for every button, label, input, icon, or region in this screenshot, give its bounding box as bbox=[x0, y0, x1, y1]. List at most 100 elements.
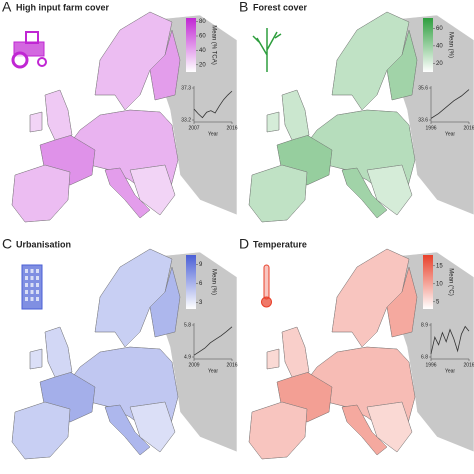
map-region bbox=[248, 401, 308, 460]
colorbar-tick-label: 40 bbox=[436, 43, 443, 49]
colorbar-tick-label: 3 bbox=[199, 300, 203, 306]
inset-x-tick-label: 2009 bbox=[188, 362, 199, 368]
inset-x-label: Year bbox=[208, 368, 218, 374]
icon-part bbox=[25, 31, 39, 44]
inset-y-tick-label: 35.6 bbox=[418, 85, 428, 91]
panel-title: High input farm cover bbox=[16, 2, 110, 12]
map-region bbox=[266, 348, 280, 370]
colorbar-tick-label: 20 bbox=[436, 61, 443, 67]
icon bbox=[11, 31, 47, 69]
colorbar-tick-label: 60 bbox=[436, 26, 443, 32]
map-region bbox=[149, 266, 181, 338]
colorbar-tick-label: 15 bbox=[436, 263, 443, 269]
inset-line bbox=[430, 89, 470, 119]
map-region bbox=[266, 111, 280, 133]
colorbar bbox=[423, 255, 433, 309]
inset-x-tick-label: 2016 bbox=[463, 125, 474, 131]
inset-x-label: Year bbox=[208, 131, 218, 137]
icon-part bbox=[36, 269, 39, 273]
colorbar-label: Mean (°C) bbox=[447, 268, 453, 295]
icon-part bbox=[30, 297, 34, 301]
map-region bbox=[281, 89, 310, 141]
colorbar-tick-label: 9 bbox=[199, 262, 203, 268]
inset-x-tick-label: 2016 bbox=[226, 125, 237, 131]
inset-y-tick-label: 8.9 bbox=[421, 322, 428, 328]
icon-part bbox=[261, 296, 272, 308]
inset-y-tick-label: 37.3 bbox=[181, 85, 191, 91]
inset-x-label: Year bbox=[445, 131, 455, 137]
map-region bbox=[129, 401, 176, 453]
icon-part bbox=[36, 276, 39, 280]
inset-y-tick-label: 33.2 bbox=[181, 117, 191, 123]
colorbar-label: Mean (%) bbox=[447, 32, 453, 58]
icon-part bbox=[36, 297, 39, 301]
icon-part bbox=[25, 290, 28, 294]
icon-part bbox=[25, 269, 28, 273]
icon-part bbox=[30, 269, 34, 273]
icon-part bbox=[30, 276, 34, 280]
inset-x-tick-label: 1996 bbox=[425, 362, 436, 368]
map-region bbox=[44, 326, 73, 378]
icon-part bbox=[36, 283, 39, 287]
colorbar-tick-label: 40 bbox=[199, 48, 206, 54]
inset-y-tick-label: 4.9 bbox=[184, 354, 191, 360]
inset-x-tick-label: 2016 bbox=[226, 362, 237, 368]
panel-letter: A bbox=[2, 0, 12, 15]
map-region bbox=[104, 167, 151, 219]
icon-part bbox=[30, 290, 34, 294]
inset-line bbox=[193, 90, 233, 119]
icon bbox=[252, 28, 282, 72]
map-region bbox=[366, 164, 413, 216]
panel: B Forest cover 20 40 60 Mean (%) 35.6 33.6 1996 2… bbox=[239, 0, 474, 223]
map-region bbox=[11, 401, 71, 460]
inset-x-tick-label: 2016 bbox=[463, 362, 474, 368]
panel-title: Temperature bbox=[253, 239, 307, 249]
inset-y-tick-label: 33.6 bbox=[418, 117, 428, 123]
panel-title: Urbanisation bbox=[16, 239, 71, 249]
map-region bbox=[29, 111, 43, 133]
colorbar-tick-label: 20 bbox=[199, 62, 206, 68]
icon-part bbox=[37, 57, 47, 67]
icon-part bbox=[11, 51, 29, 69]
icon-part bbox=[25, 297, 28, 301]
panel-title: Forest cover bbox=[253, 2, 308, 12]
map-region bbox=[281, 326, 310, 378]
colorbar-label: Mean (% TCA) bbox=[210, 25, 216, 65]
inset-x-label: Year bbox=[445, 368, 455, 374]
icon bbox=[261, 264, 272, 308]
icon-part bbox=[30, 283, 34, 287]
panel: A High input farm cover 20 40 60 80 Mean (% TC… bbox=[2, 0, 238, 223]
colorbar bbox=[186, 255, 196, 309]
icon-part bbox=[36, 290, 39, 294]
inset-y-tick-label: 6.8 bbox=[421, 354, 428, 360]
map-region bbox=[366, 401, 413, 453]
map-region bbox=[149, 29, 181, 101]
map-region bbox=[248, 164, 308, 223]
colorbar bbox=[186, 18, 196, 72]
map-region bbox=[386, 29, 418, 101]
colorbar-tick-label: 60 bbox=[199, 34, 206, 40]
icon-part bbox=[25, 283, 28, 287]
inset-x-tick-label: 2007 bbox=[188, 125, 199, 131]
map-region bbox=[341, 167, 388, 219]
inset-y-tick-label: 5.8 bbox=[184, 322, 191, 328]
map-region bbox=[29, 348, 43, 370]
inset-line bbox=[430, 325, 470, 355]
panel-letter: D bbox=[239, 236, 249, 252]
panel: D Temperature 5 10 15 Mean (°C) 8.9 6.8 1996 2016… bbox=[239, 236, 474, 460]
inset-line bbox=[193, 326, 233, 356]
map-region bbox=[44, 89, 73, 141]
map-region bbox=[386, 266, 418, 338]
map-region bbox=[129, 164, 176, 216]
colorbar-tick-label: 80 bbox=[199, 19, 206, 25]
icon-part bbox=[25, 276, 28, 280]
icon-part bbox=[252, 28, 282, 72]
colorbar-label: Mean (%) bbox=[210, 269, 216, 295]
map-region bbox=[104, 404, 151, 456]
panel: C Urbanisation 3 6 9 Mean (%) 5.8 4.9 2009 2016 Ye… bbox=[2, 236, 238, 460]
panel-letter: B bbox=[239, 0, 248, 15]
map-region bbox=[341, 404, 388, 456]
inset-x-tick-label: 1996 bbox=[425, 125, 436, 131]
colorbar-tick-label: 6 bbox=[199, 281, 203, 287]
